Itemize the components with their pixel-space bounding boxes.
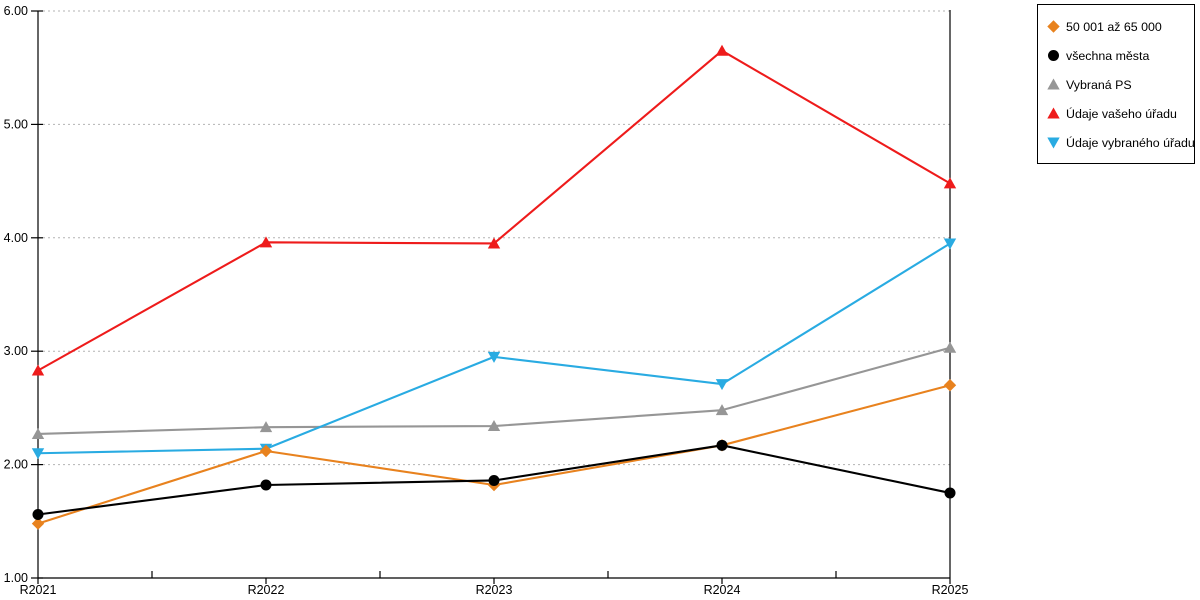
legend-label: Údaje vašeho úřadu [1066,106,1177,121]
legend-label: 50 001 až 65 000 [1066,19,1162,34]
triangle-down-marker-icon [1047,137,1060,149]
y-tick-label: 5.00 [4,117,28,131]
legend-label: Údaje vybraného úřadu [1066,135,1195,150]
series-3 [31,341,957,439]
x-axis-ticks [151,571,837,584]
legend-item-1: 50 001 až 65 000 [1046,12,1194,41]
series-5 [31,238,957,460]
legend-item-4: Údaje vašeho úřadu [1046,99,1194,128]
x-tick-label: R2025 [932,583,969,597]
x-tick-label: R2024 [704,583,741,597]
diamond-marker-icon [1047,20,1060,33]
x-axis-labels: R2021 R2022 R2023 R2024 R2025 [20,583,969,597]
legend-item-3: Vybraná PS [1046,70,1194,99]
y-tick-label: 6.00 [4,4,28,18]
series-2 [32,439,956,520]
y-axis-labels: 1.00 2.00 3.00 4.00 5.00 6.00 [4,4,43,585]
x-tick-label: R2021 [20,583,57,597]
x-tick-label: R2023 [476,583,513,597]
legend-item-5: Údaje vybraného úřadu [1046,128,1195,157]
legend-item-2: všechna města [1046,41,1194,70]
x-tick-label: R2022 [248,583,285,597]
axes [37,10,951,584]
y-tick-label: 2.00 [4,458,28,472]
series-4 [31,44,957,376]
y-tick-label: 4.00 [4,231,28,245]
legend-label: Vybraná PS [1066,77,1132,92]
circle-marker-icon [1048,50,1059,61]
y-tick-label: 1.00 [4,571,28,585]
triangle-up-marker-icon [1047,78,1060,90]
triangle-up-marker-icon [1047,107,1060,119]
chart-legend: 50 001 až 65 000 všechna města Vybraná PS Ú… [1037,4,1195,164]
y-tick-label: 3.00 [4,344,28,358]
legend-label: všechna města [1066,48,1150,63]
series-1 [31,379,957,530]
